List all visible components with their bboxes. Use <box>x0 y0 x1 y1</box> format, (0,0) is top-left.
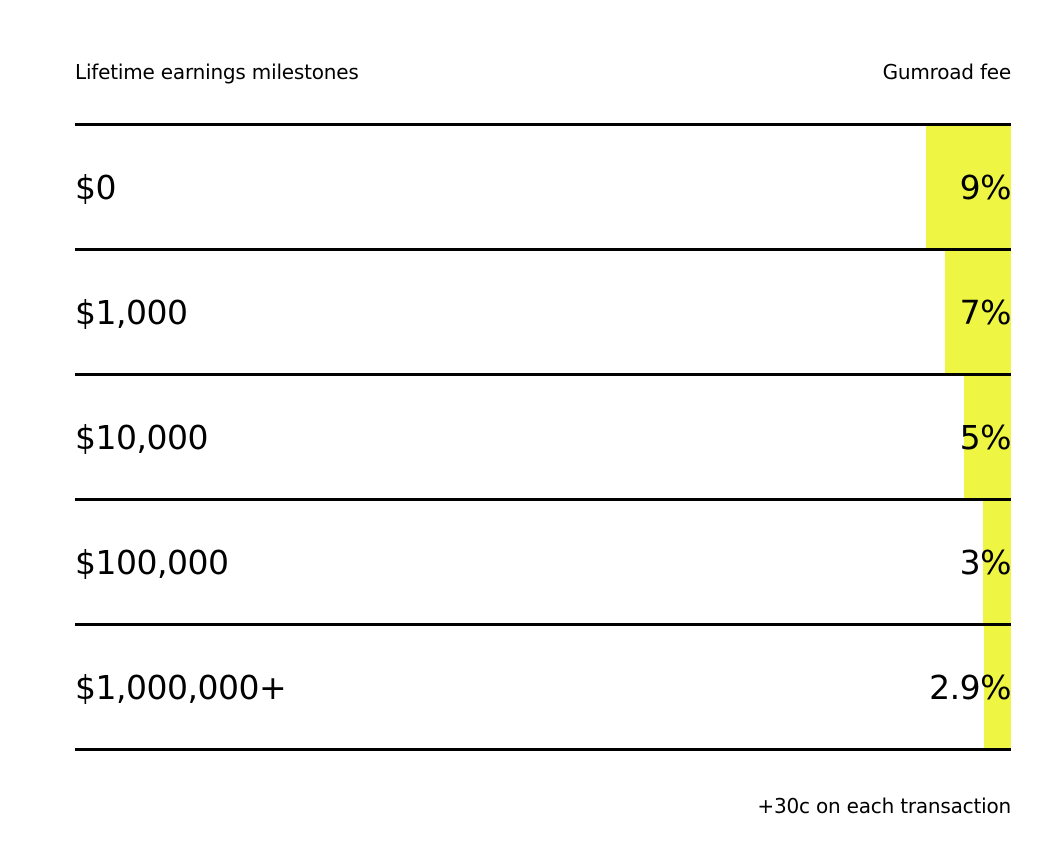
tier-milestone: $0 <box>75 167 117 207</box>
transaction-fee-note: +30c on each transaction <box>757 794 1011 818</box>
tier-milestone: $10,000 <box>75 417 208 457</box>
fee-tiers-table: $0 9% $1,000 7% $10,000 5% $100,000 3% $… <box>75 123 1012 751</box>
tier-milestone: $1,000,000+ <box>75 667 287 707</box>
milestones-column-header: Lifetime earnings milestones <box>75 60 359 84</box>
tier-milestone: $100,000 <box>75 542 229 582</box>
tier-row: $0 9% <box>75 126 1012 251</box>
table-header: Lifetime earnings milestones Gumroad fee <box>75 58 1011 86</box>
tier-fee: 3% <box>959 542 1012 582</box>
tier-row: $10,000 5% <box>75 376 1012 501</box>
tier-fee: 7% <box>959 292 1012 332</box>
fee-column-header: Gumroad fee <box>882 60 1012 84</box>
fee-bar <box>983 501 1011 623</box>
tier-fee: 2.9% <box>929 667 1011 707</box>
tier-fee: 9% <box>959 167 1012 207</box>
fee-table-section: Lifetime earnings milestones Gumroad fee… <box>75 0 1012 844</box>
tier-fee: 5% <box>959 417 1012 457</box>
tier-row: $1,000 7% <box>75 251 1012 376</box>
fee-bar <box>926 126 1011 248</box>
fee-bar <box>964 376 1011 498</box>
fee-bar <box>984 626 1011 748</box>
fee-bar <box>945 251 1011 373</box>
tier-row: $1,000,000+ 2.9% <box>75 626 1011 751</box>
tier-row: $100,000 3% <box>75 501 1012 626</box>
tier-milestone: $1,000 <box>75 292 188 332</box>
